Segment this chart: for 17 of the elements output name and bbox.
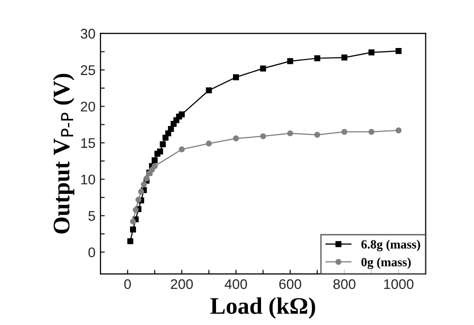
x-tick-label: 0: [124, 279, 131, 290]
x-tick-label: 200: [170, 279, 193, 290]
legend-label: 0g (mass): [361, 258, 411, 269]
x-tick-label: 800: [333, 279, 356, 290]
legend-label: 6.8g (mass): [361, 240, 420, 252]
x-tick-label: 1000: [384, 279, 414, 290]
x-axis-title: Load (kΩ): [210, 297, 316, 319]
y-tick-label: 0: [88, 247, 96, 258]
y-axis-title: Output V$_{P-P}$ (V): [52, 74, 74, 234]
y-tick-label: 5: [88, 211, 96, 221]
y-tick-label: 30: [80, 28, 96, 39]
y-tick-label: 25: [80, 65, 96, 76]
y-tick-label: 10: [81, 174, 96, 184]
x-tick-label: 600: [279, 279, 302, 290]
y-tick-label: 20: [80, 102, 96, 112]
x-tick-label: 400: [224, 279, 248, 290]
y-tick-label: 15: [81, 138, 96, 148]
